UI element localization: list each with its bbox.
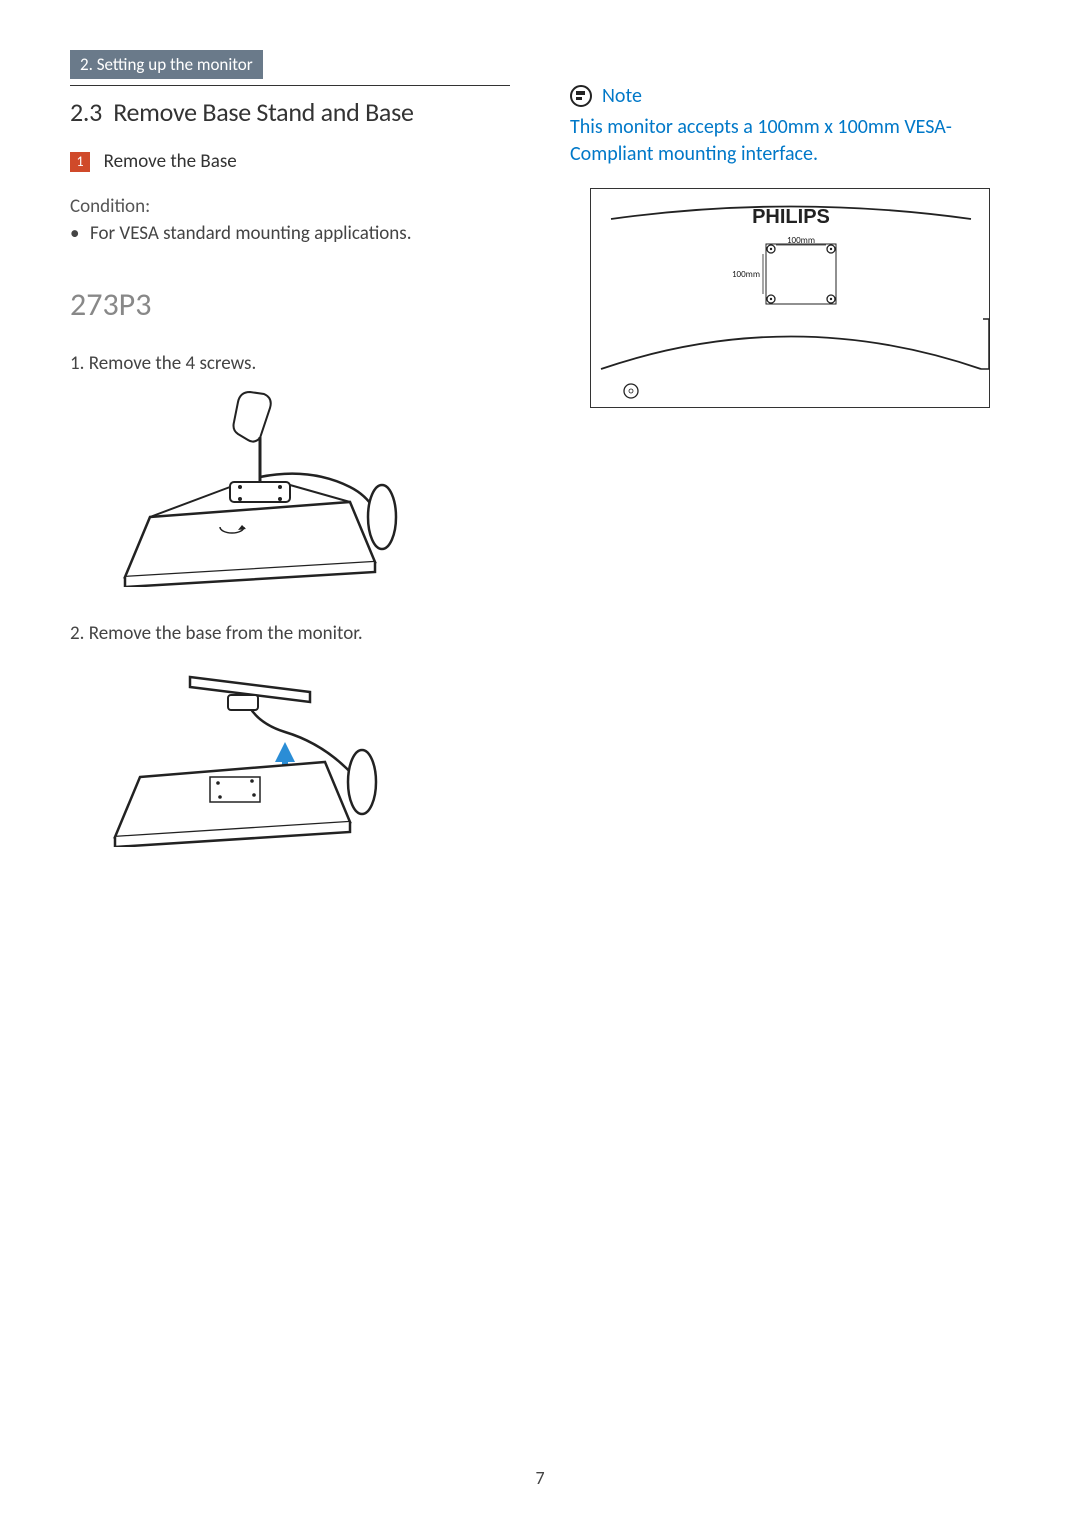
brand-logo: PHILIPS bbox=[752, 206, 830, 228]
step-marker-1: 1 bbox=[70, 152, 90, 172]
page-number: 7 bbox=[535, 1467, 544, 1489]
step-1-title: Remove the Base bbox=[104, 150, 237, 173]
section-title-text: Remove Base Stand and Base bbox=[113, 96, 413, 128]
note-icon bbox=[570, 85, 592, 107]
section-number: 2.3 bbox=[70, 96, 102, 128]
step-1-header: 1 Remove the Base bbox=[70, 150, 510, 173]
vesa-dim-h: 100mm bbox=[787, 235, 815, 246]
section-title: 2.3 Remove Base Stand and Base bbox=[70, 96, 510, 128]
note-text: This monitor accepts a 100mm x 100mm VES… bbox=[570, 114, 1010, 168]
vesa-dim-v: 100mm bbox=[732, 269, 760, 280]
breadcrumb: 2. Setting up the monitor bbox=[70, 50, 263, 79]
illustration-remove-base bbox=[110, 657, 510, 852]
model-label: 273P3 bbox=[70, 285, 510, 324]
breadcrumb-rule bbox=[70, 85, 510, 86]
instruction-2: 2. Remove the base from the monitor. bbox=[70, 622, 510, 645]
condition-label: Condition: bbox=[70, 195, 510, 218]
note-title: Note bbox=[602, 84, 642, 108]
instruction-1: 1. Remove the 4 screws. bbox=[70, 352, 510, 375]
condition-item: For VESA standard mounting applications. bbox=[70, 222, 510, 245]
note-header: Note bbox=[570, 84, 1010, 108]
illustration-remove-screws bbox=[110, 387, 510, 592]
vesa-diagram: PHILIPS 100mm 100mm bbox=[590, 188, 990, 408]
condition-list: For VESA standard mounting applications. bbox=[70, 222, 510, 245]
